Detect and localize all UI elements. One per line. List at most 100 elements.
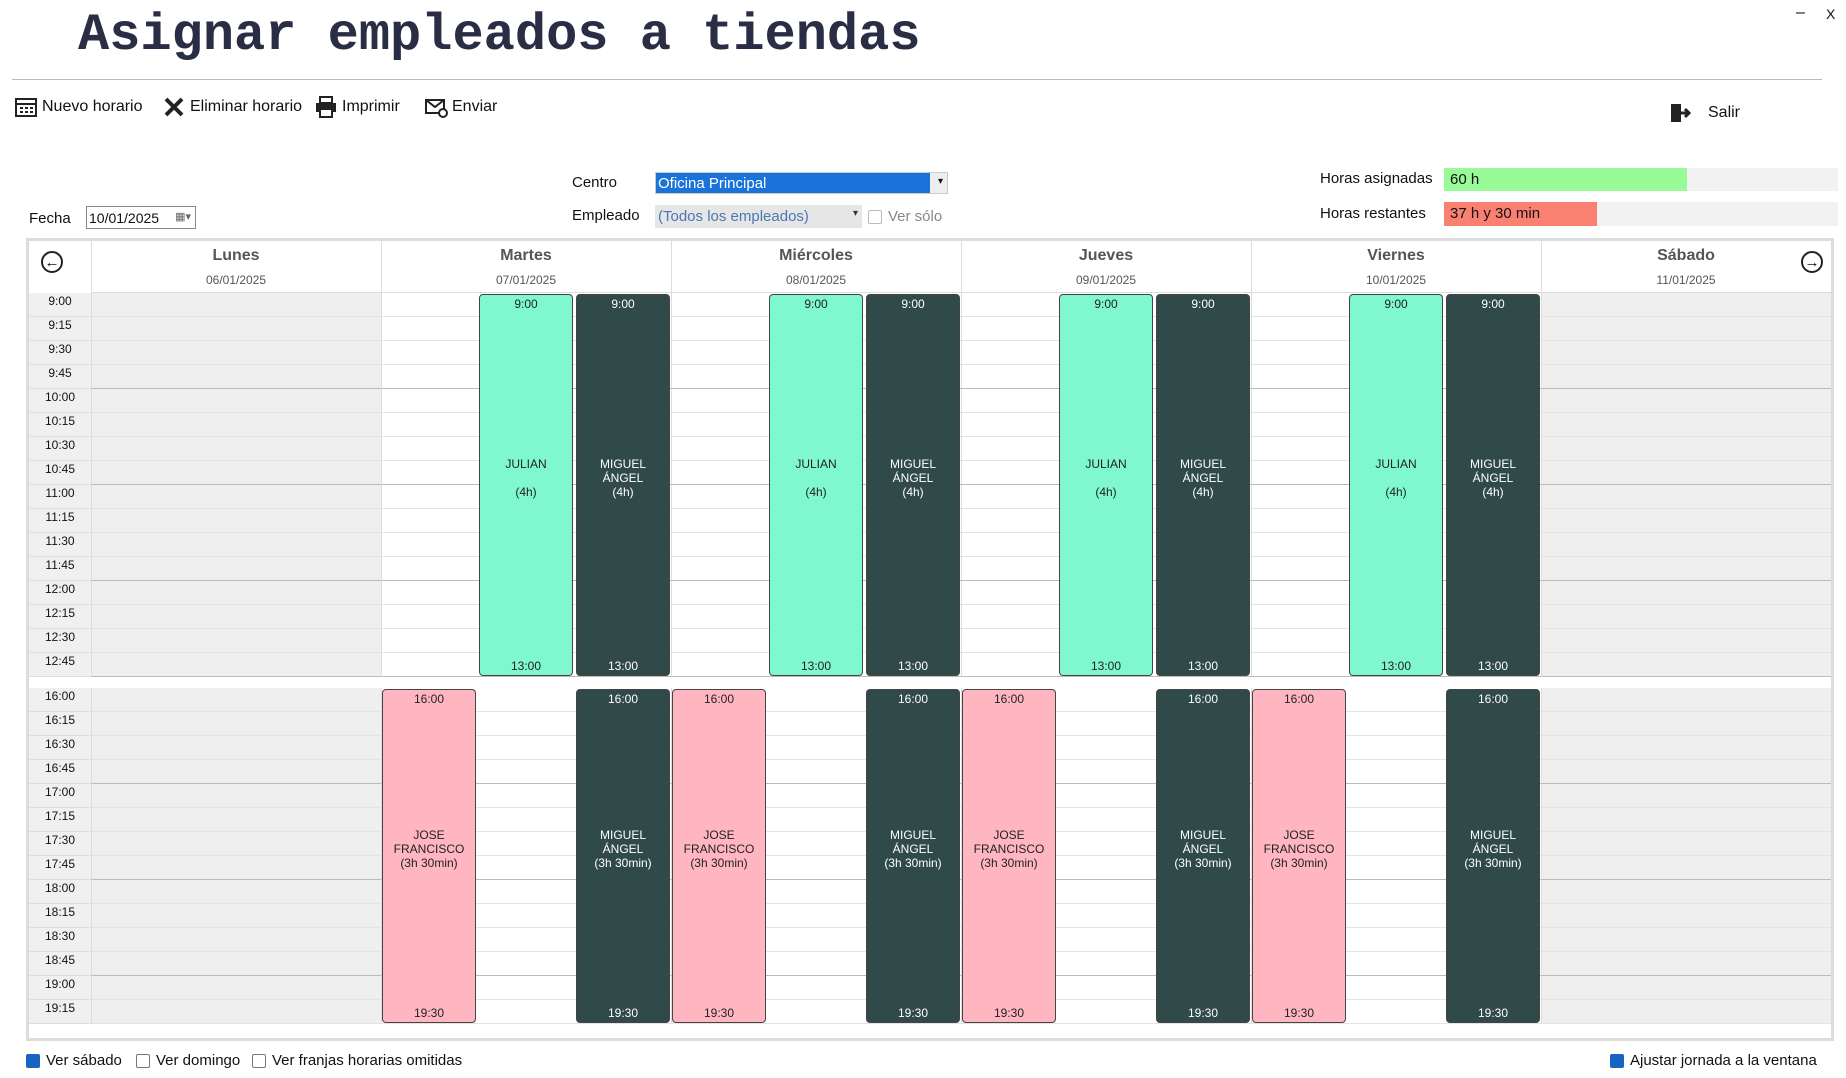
slot bbox=[1541, 557, 1831, 581]
shift-end: 19:30 bbox=[1187, 1006, 1219, 1020]
shift-block[interactable]: 9:00 JULIAN (4h) 13:00 bbox=[1059, 294, 1153, 676]
shift-duration: (4h) bbox=[902, 485, 924, 499]
center-combo[interactable]: Oficina Principal ▾ bbox=[655, 172, 948, 194]
label: Salir bbox=[1708, 104, 1741, 121]
shift-block[interactable]: 9:00 JULIAN (4h) 13:00 bbox=[1349, 294, 1443, 676]
omitted-checkbox[interactable]: Ver franjas horarias omitidas bbox=[252, 1052, 462, 1069]
shift-duration: (4h) bbox=[805, 485, 827, 499]
label: Imprimir bbox=[342, 98, 400, 115]
slot bbox=[1541, 533, 1831, 557]
saturday-checkbox[interactable]: Ver sábado bbox=[26, 1052, 122, 1069]
slot bbox=[91, 784, 381, 808]
shift-start: 16:00 bbox=[413, 692, 445, 706]
remaining-label: Horas restantes bbox=[1320, 205, 1426, 222]
time-label: 11:45 bbox=[29, 557, 91, 581]
day-name: Viernes bbox=[1367, 247, 1425, 264]
time-label: 9:45 bbox=[29, 365, 91, 389]
remaining-value: 37 h y 30 min bbox=[1444, 202, 1597, 226]
fit-checkbox[interactable]: Ajustar jornada a la ventana bbox=[1610, 1052, 1817, 1069]
shift-block[interactable]: 16:00 JOSE FRANCISCO (3h 30min) 19:30 bbox=[382, 689, 476, 1023]
shift-block[interactable]: 9:00 MIGUEL ÁNGEL (4h) 13:00 bbox=[866, 294, 960, 676]
time-label: 9:15 bbox=[29, 317, 91, 341]
slot bbox=[1541, 736, 1831, 760]
new-schedule-button[interactable]: Nuevo horario bbox=[14, 96, 143, 118]
slot bbox=[1541, 509, 1831, 533]
shift-start: 16:00 bbox=[1283, 692, 1315, 706]
sunday-checkbox[interactable]: Ver domingo bbox=[136, 1052, 240, 1069]
shift-block[interactable]: 16:00 JOSE FRANCISCO (3h 30min) 19:30 bbox=[672, 689, 766, 1023]
next-week-button[interactable]: → bbox=[1801, 251, 1823, 273]
shift-name: MIGUEL ÁNGEL bbox=[599, 828, 646, 856]
slot bbox=[1541, 293, 1831, 317]
shift-block[interactable]: 16:00 JOSE FRANCISCO (3h 30min) 19:30 bbox=[1252, 689, 1346, 1023]
slot bbox=[91, 581, 381, 605]
shift-name: MIGUEL ÁNGEL bbox=[889, 828, 936, 856]
shift-end: 19:30 bbox=[703, 1006, 735, 1020]
time-label: 12:00 bbox=[29, 581, 91, 605]
exit-button[interactable]: Salir bbox=[1668, 102, 1740, 124]
day-header bbox=[91, 241, 381, 293]
employee-label: Empleado bbox=[572, 207, 640, 224]
time-label: 16:30 bbox=[29, 736, 91, 760]
shift-start: 9:00 bbox=[1481, 297, 1505, 311]
center-label: Centro bbox=[572, 174, 618, 191]
shift-duration: (4h) bbox=[515, 485, 537, 499]
only-checkbox[interactable]: Ver sólo bbox=[868, 208, 942, 225]
slot bbox=[91, 856, 381, 880]
slot bbox=[91, 808, 381, 832]
shift-block[interactable]: 16:00 MIGUEL ÁNGEL (3h 30min) 19:30 bbox=[866, 689, 960, 1023]
label: Ajustar jornada a la ventana bbox=[1630, 1052, 1817, 1069]
time-label: 11:30 bbox=[29, 533, 91, 557]
time-label: 11:00 bbox=[29, 485, 91, 509]
slot bbox=[1541, 1000, 1831, 1024]
time-label: 12:45 bbox=[29, 653, 91, 677]
prev-week-button[interactable]: ← bbox=[41, 251, 63, 273]
send-button[interactable]: Enviar bbox=[424, 96, 497, 118]
employee-combo[interactable]: (Todos los empleados) ▾ bbox=[655, 205, 862, 228]
shift-start: 16:00 bbox=[1187, 692, 1219, 706]
time-label: 9:00 bbox=[29, 293, 91, 317]
slot bbox=[1541, 688, 1831, 712]
shift-name: MIGUEL ÁNGEL bbox=[889, 457, 936, 485]
shift-duration: (3h 30min) bbox=[884, 856, 942, 870]
shift-block[interactable]: 16:00 MIGUEL ÁNGEL (3h 30min) 19:30 bbox=[1156, 689, 1250, 1023]
slot bbox=[1541, 317, 1831, 341]
slot bbox=[91, 928, 381, 952]
shift-name: JULIAN bbox=[505, 457, 547, 471]
shift-block[interactable]: 16:00 MIGUEL ÁNGEL (3h 30min) 19:30 bbox=[576, 689, 670, 1023]
slot bbox=[1541, 437, 1831, 461]
date-picker[interactable]: 10/01/2025 ▦▾ bbox=[86, 206, 196, 229]
minimize-button[interactable]: – bbox=[1796, 4, 1805, 21]
shift-end: 13:00 bbox=[1090, 659, 1122, 673]
day-header bbox=[1541, 241, 1831, 293]
shift-start: 9:00 bbox=[1191, 297, 1215, 311]
close-button[interactable]: X bbox=[1826, 6, 1836, 22]
slot bbox=[1541, 413, 1831, 437]
day-name: Sábado bbox=[1657, 247, 1715, 264]
shift-name: JULIAN bbox=[1085, 457, 1127, 471]
label: Ver franjas horarias omitidas bbox=[272, 1052, 463, 1069]
shift-duration: (4h) bbox=[1095, 485, 1117, 499]
shift-block[interactable]: 16:00 JOSE FRANCISCO (3h 30min) 19:30 bbox=[962, 689, 1056, 1023]
time-label: 16:45 bbox=[29, 760, 91, 784]
shift-block[interactable]: 9:00 MIGUEL ÁNGEL (4h) 13:00 bbox=[1446, 294, 1540, 676]
time-label: 10:15 bbox=[29, 413, 91, 437]
delete-schedule-button[interactable]: Eliminar horario bbox=[162, 96, 302, 118]
shift-start: 16:00 bbox=[607, 692, 639, 706]
label: Nuevo horario bbox=[42, 98, 143, 115]
shift-block[interactable]: 16:00 MIGUEL ÁNGEL (3h 30min) 19:30 bbox=[1446, 689, 1540, 1023]
slot bbox=[91, 533, 381, 557]
day-header bbox=[961, 241, 1251, 293]
print-button[interactable]: Imprimir bbox=[314, 96, 400, 118]
shift-end: 13:00 bbox=[800, 659, 832, 673]
slot bbox=[91, 557, 381, 581]
shift-duration: (4h) bbox=[1192, 485, 1214, 499]
shift-block[interactable]: 9:00 MIGUEL ÁNGEL (4h) 13:00 bbox=[576, 294, 670, 676]
shift-end: 19:30 bbox=[607, 1006, 639, 1020]
slot bbox=[1541, 880, 1831, 904]
shift-block[interactable]: 9:00 MIGUEL ÁNGEL (4h) 13:00 bbox=[1156, 294, 1250, 676]
shift-block[interactable]: 9:00 JULIAN (4h) 13:00 bbox=[769, 294, 863, 676]
employee-value: (Todos los empleados) bbox=[658, 208, 809, 225]
shift-block[interactable]: 9:00 JULIAN (4h) 13:00 bbox=[479, 294, 573, 676]
time-label: 16:15 bbox=[29, 712, 91, 736]
